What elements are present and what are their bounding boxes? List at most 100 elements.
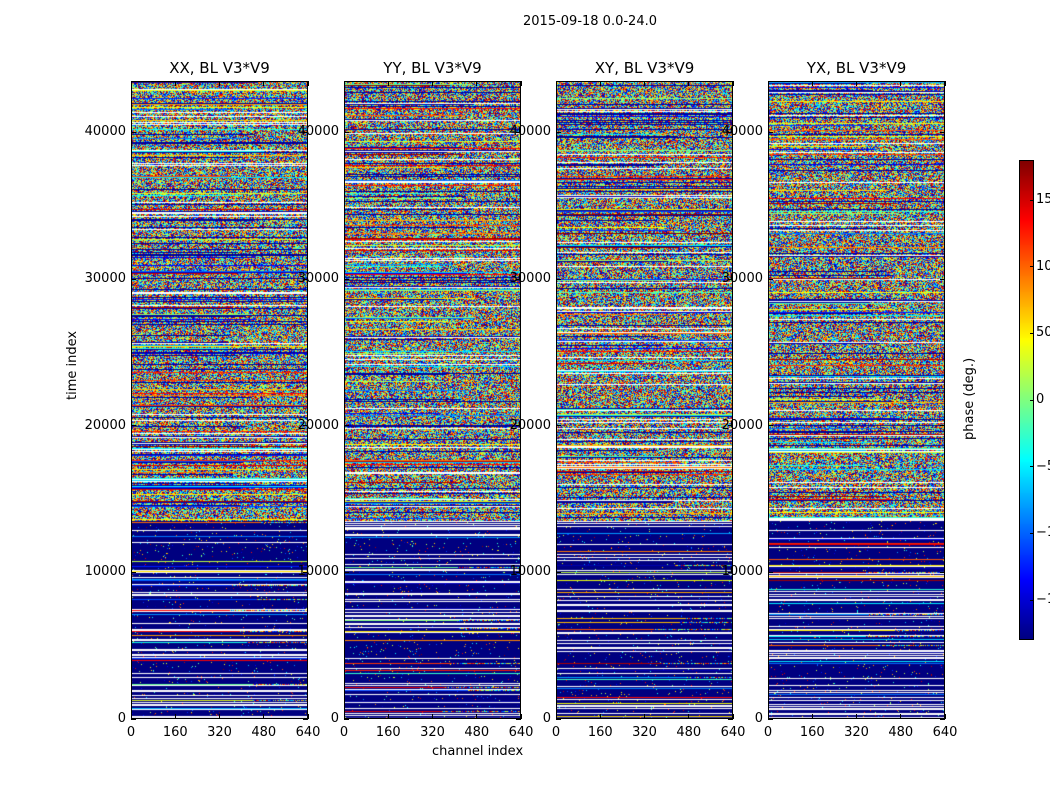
- y-tick-label: 40000: [297, 124, 339, 140]
- colorbar-tick-label: −100: [1036, 525, 1050, 541]
- y-tick-mark: [131, 131, 136, 133]
- x-tick-mark: [644, 714, 645, 719]
- heatmap-image: [556, 81, 733, 719]
- y-tick-label: 0: [542, 711, 551, 726]
- x-tick-mark: [944, 81, 946, 86]
- x-tick-mark: [900, 714, 902, 719]
- heatmap-image: [131, 81, 308, 719]
- x-tick-mark: [130, 81, 132, 86]
- x-tick-mark: [387, 81, 389, 86]
- x-tick-mark: [219, 714, 220, 719]
- y-tick-mark: [556, 718, 561, 720]
- colorbar-tick-mark: [1030, 466, 1034, 468]
- figure-suptitle: 2015-09-18 0.0-24.0: [523, 14, 657, 29]
- y-tick-mark: [728, 718, 733, 720]
- panel-title-xy: XY, BL V3*V9: [594, 59, 695, 77]
- y-tick-label: 40000: [509, 124, 551, 140]
- y-tick-label: 20000: [84, 417, 126, 433]
- y-tick-label: 10000: [84, 564, 126, 580]
- colorbar-tick-label: −150: [1036, 592, 1050, 607]
- colorbar-gradient: [1019, 160, 1034, 640]
- y-tick-mark: [131, 571, 136, 573]
- y-tick-mark: [344, 425, 349, 427]
- x-tick-label: 320: [844, 725, 869, 740]
- y-tick-mark: [344, 571, 349, 573]
- x-tick-label: 640: [932, 725, 958, 740]
- x-tick-mark: [219, 81, 220, 86]
- colorbar-tick-mark: [1030, 199, 1034, 201]
- y-tick-label: 30000: [297, 271, 339, 286]
- x-tick-mark: [263, 81, 265, 86]
- x-tick-label: 480: [888, 725, 914, 740]
- y-tick-mark: [556, 425, 561, 427]
- y-tick-mark: [768, 131, 773, 133]
- x-tick-label: 480: [676, 725, 702, 740]
- y-tick-label: 0: [330, 711, 339, 726]
- panel-title-yx: YX, BL V3*V9: [806, 59, 907, 77]
- y-tick-mark: [344, 718, 349, 720]
- y-tick-label: 0: [117, 711, 126, 726]
- x-tick-label: 320: [207, 725, 232, 740]
- y-tick-mark: [303, 571, 308, 573]
- x-tick-label: 640: [720, 725, 746, 740]
- x-tick-mark: [767, 714, 769, 719]
- y-tick-mark: [728, 571, 733, 573]
- colorbar-tick-label: 0: [1036, 392, 1045, 407]
- x-tick-label: 160: [162, 725, 188, 740]
- y-tick-mark: [516, 278, 521, 280]
- x-tick-mark: [476, 81, 478, 86]
- x-tick-mark: [387, 714, 389, 719]
- y-tick-label: 0: [754, 711, 763, 726]
- x-tick-mark: [599, 81, 601, 86]
- y-tick-mark: [556, 278, 561, 280]
- colorbar-tick-mark: [1030, 599, 1034, 601]
- colorbar-tick-label: −50: [1036, 458, 1050, 474]
- x-tick-label: 0: [126, 725, 136, 740]
- y-tick-mark: [556, 571, 561, 573]
- y-tick-label: 20000: [509, 417, 551, 433]
- y-tick-mark: [940, 278, 945, 280]
- y-tick-mark: [516, 571, 521, 573]
- heatmap-panel-yx: [768, 81, 945, 719]
- x-tick-mark: [174, 81, 176, 86]
- x-tick-mark: [432, 81, 433, 86]
- x-tick-label: 0: [763, 725, 773, 740]
- y-tick-mark: [728, 278, 733, 280]
- colorbar-tick-mark: [1030, 332, 1034, 334]
- x-tick-mark: [555, 81, 557, 86]
- x-tick-mark: [343, 714, 345, 719]
- x-tick-mark: [130, 714, 132, 719]
- heatmap-panel-yy: [344, 81, 521, 719]
- x-tick-mark: [599, 714, 601, 719]
- axes-frame: [768, 81, 945, 719]
- x-tick-mark: [174, 714, 176, 719]
- x-tick-label: 0: [339, 725, 349, 740]
- x-tick-mark: [432, 714, 433, 719]
- x-tick-label: 640: [295, 725, 321, 740]
- y-tick-mark: [303, 425, 308, 427]
- x-axis-label: channel index: [432, 744, 524, 759]
- y-tick-label: 20000: [721, 417, 763, 433]
- colorbar-tick-mark: [1030, 266, 1034, 268]
- y-tick-label: 30000: [509, 271, 551, 286]
- colorbar-label: phase (deg.): [962, 357, 977, 440]
- x-tick-mark: [307, 714, 309, 719]
- y-tick-mark: [768, 718, 773, 720]
- y-tick-label: 40000: [84, 124, 126, 140]
- y-tick-mark: [940, 571, 945, 573]
- y-tick-label: 10000: [509, 564, 551, 580]
- y-tick-mark: [303, 718, 308, 720]
- x-tick-label: 320: [632, 725, 657, 740]
- colorbar-tick-label: 50: [1036, 325, 1050, 341]
- y-tick-mark: [940, 131, 945, 133]
- y-tick-mark: [940, 718, 945, 720]
- x-tick-mark: [944, 714, 946, 719]
- axes-frame: [344, 81, 521, 719]
- x-tick-mark: [688, 714, 690, 719]
- y-tick-mark: [768, 425, 773, 427]
- x-tick-label: 480: [251, 725, 277, 740]
- x-tick-mark: [688, 81, 690, 86]
- x-tick-label: 320: [420, 725, 445, 740]
- x-tick-label: 640: [508, 725, 534, 740]
